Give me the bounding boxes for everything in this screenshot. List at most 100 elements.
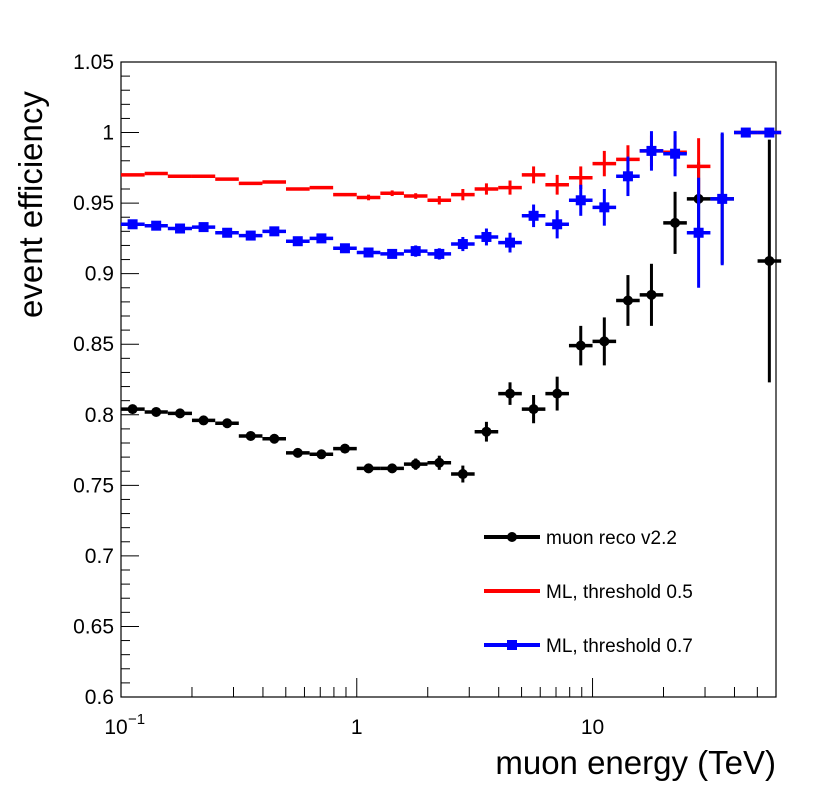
circle-marker (646, 289, 657, 300)
square-marker (339, 243, 350, 254)
circle-marker (599, 336, 610, 347)
data-point (498, 232, 522, 253)
data-point (238, 230, 263, 241)
data-point (592, 317, 617, 366)
data-point (167, 408, 192, 419)
square-marker (245, 230, 256, 241)
square-marker (764, 127, 775, 138)
data-point (356, 463, 381, 474)
circle-marker (269, 433, 280, 444)
legend-label: ML, threshold 0.7 (546, 636, 693, 657)
data-point (262, 226, 286, 237)
x-axis-title: muon energy (TeV) (495, 744, 776, 781)
data-point (167, 223, 192, 234)
legend-entry-3: ML, threshold 0.7 (484, 636, 693, 657)
data-point (215, 418, 239, 429)
x-tick-label: 1 (351, 716, 363, 739)
square-marker (717, 193, 728, 204)
data-point (121, 404, 145, 415)
data-point (451, 465, 475, 483)
circle-marker (363, 463, 374, 474)
data-point (380, 463, 404, 474)
data-point (663, 131, 687, 177)
circle-marker (339, 443, 350, 454)
data-point (309, 185, 334, 190)
data-point (262, 433, 286, 444)
x-tick-label: 10 (104, 716, 127, 739)
legend-entry-2: ML, threshold 0.5 (484, 582, 693, 603)
data-point (545, 210, 569, 239)
series-2 (121, 130, 782, 205)
data-point (333, 192, 357, 197)
data-point (568, 325, 593, 366)
circle-marker (292, 447, 303, 458)
data-point (545, 174, 569, 195)
data-point (474, 228, 499, 246)
data-point (474, 421, 499, 442)
square-marker (151, 220, 162, 231)
data-point (285, 447, 310, 458)
circle-marker (316, 449, 327, 460)
data-point (380, 248, 404, 259)
square-marker (198, 222, 209, 233)
data-point (639, 131, 664, 171)
square-marker (505, 237, 516, 248)
square-marker (363, 247, 374, 258)
square-marker (552, 219, 563, 230)
series-3 (121, 127, 782, 288)
data-point (380, 190, 404, 197)
y-tick-label: 0.9 (85, 263, 114, 286)
plot-frame-group (120, 61, 777, 698)
square-marker (693, 227, 704, 238)
data-point (356, 247, 381, 258)
y-tick-label: 0.75 (73, 474, 114, 497)
data-point (498, 382, 522, 405)
data-point (521, 395, 546, 424)
y-tick-label: 0.85 (73, 333, 114, 356)
legend: muon reco v2.2 ML, threshold 0.5 ML, thres… (484, 528, 693, 657)
data-point (757, 127, 782, 138)
data-point (285, 236, 310, 247)
circle-marker (670, 217, 681, 228)
data-point (403, 458, 428, 470)
square-marker (740, 127, 751, 138)
square-marker (646, 145, 657, 156)
square-marker (670, 148, 681, 159)
data-point (568, 184, 593, 216)
y-tick-label: 0.6 (85, 686, 114, 709)
y-tick-label: 1.05 (73, 51, 114, 74)
circle-marker (552, 388, 563, 399)
data-point (451, 189, 475, 201)
data-point (144, 220, 168, 231)
data-point (144, 406, 168, 417)
data-point (356, 194, 381, 201)
legend-entry-1: muon reco v2.2 (484, 528, 677, 549)
data-point (427, 248, 452, 260)
square-marker (575, 195, 586, 206)
square-marker (269, 226, 280, 237)
square-marker (481, 231, 492, 242)
plot-frame (120, 61, 777, 698)
data-point (403, 245, 428, 257)
circle-marker (245, 430, 256, 441)
y-axis-title: event efficiency (12, 91, 49, 318)
data-point (639, 263, 664, 326)
data-point (686, 177, 711, 288)
legend-circle-marker (507, 532, 517, 542)
square-marker (410, 246, 421, 257)
data-point (309, 449, 334, 460)
data-point (121, 219, 145, 230)
square-marker (622, 171, 633, 182)
data-point (498, 180, 522, 195)
data-point (238, 430, 263, 441)
data-point (191, 222, 216, 233)
data-point (285, 187, 310, 191)
data-point (427, 196, 452, 205)
data-point (733, 127, 758, 138)
square-marker (528, 210, 539, 221)
square-marker (175, 223, 186, 234)
y-tick-label: 0.65 (73, 615, 114, 638)
x-tick-label: 10 (581, 716, 604, 739)
